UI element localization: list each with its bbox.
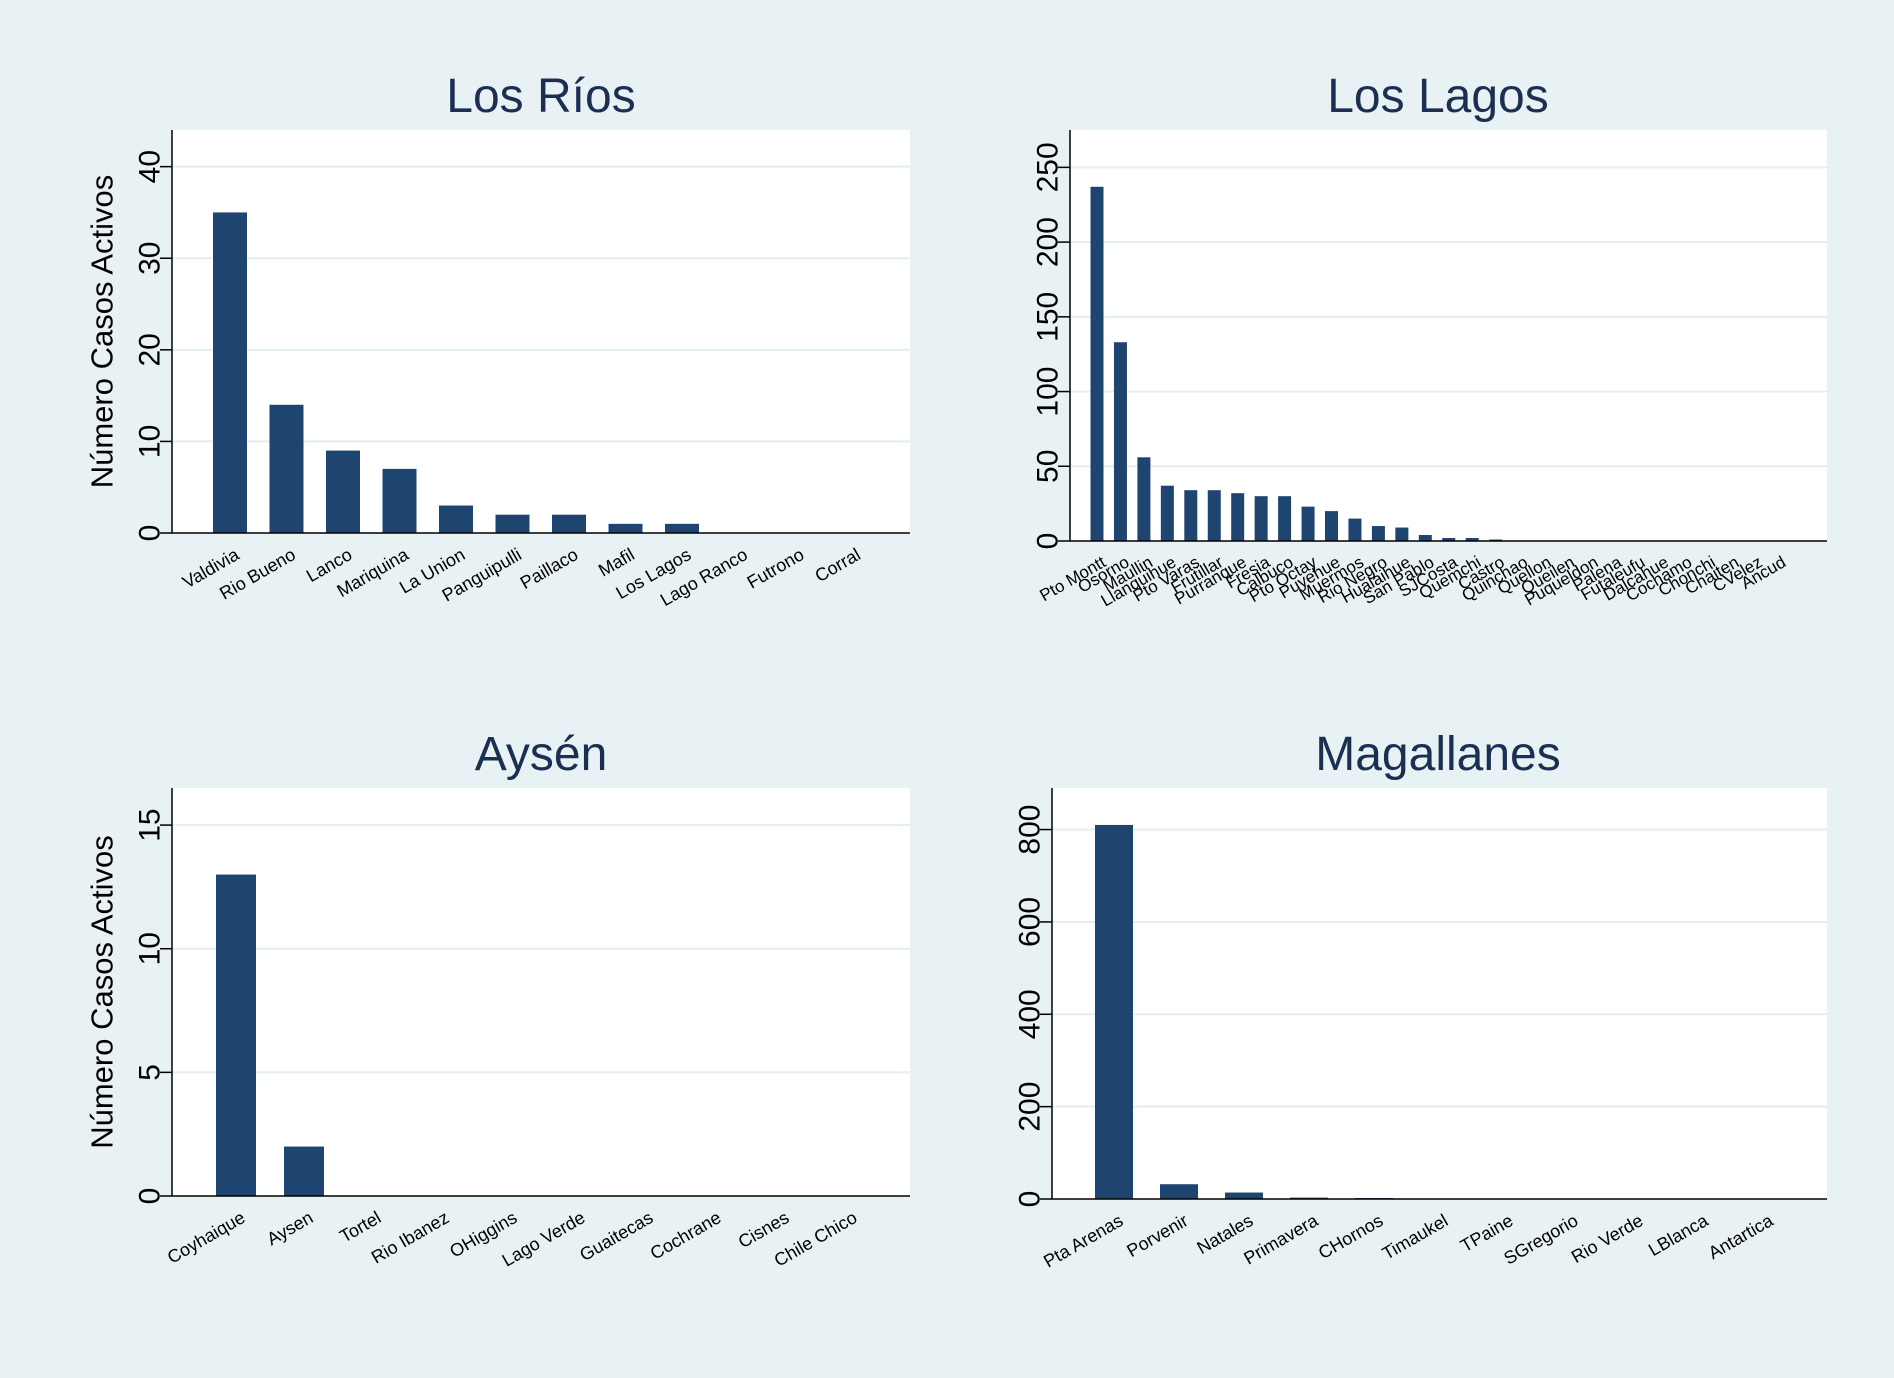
x-tick-label: Timaukel <box>1379 1210 1452 1264</box>
y-tick-label: 150 <box>1032 292 1065 342</box>
bar-rio-negro <box>1371 526 1385 541</box>
y-tick-label: 250 <box>1032 142 1065 192</box>
bar-los-lagos <box>665 523 699 533</box>
y-tick-label: 50 <box>1032 450 1065 483</box>
bar-mafil <box>608 523 643 533</box>
panel-title: Los Ríos <box>446 70 635 123</box>
bar-pto-varas <box>1184 490 1198 541</box>
bar-natales <box>1225 1192 1263 1199</box>
y-tick-label: 0 <box>1032 533 1065 550</box>
x-tick-label: Antartica <box>1705 1210 1777 1263</box>
bar-aysen <box>284 1146 324 1196</box>
bar-osorno <box>1113 342 1127 541</box>
x-tick-label: Tortel <box>336 1207 384 1246</box>
bar-porvenir <box>1160 1184 1198 1199</box>
y-tick-label: 800 <box>1014 805 1047 855</box>
x-tick-label: SGregorio <box>1500 1210 1581 1268</box>
x-tick-label: CHornos <box>1315 1210 1387 1263</box>
x-tick-label: Pta Arenas <box>1040 1210 1126 1271</box>
bar-la-union <box>439 505 473 533</box>
x-tick-label: Porvenir <box>1123 1210 1191 1261</box>
bar-pto-montt <box>1090 186 1104 541</box>
bar-frutillar <box>1207 490 1221 541</box>
x-tick-label: Rio Ibanez <box>368 1207 453 1267</box>
bar-puyehue <box>1325 511 1338 541</box>
y-axis-label: Número Casos Activos <box>85 175 120 489</box>
bar-quemchi <box>1465 538 1479 541</box>
y-axis-label: Número Casos Activos <box>85 835 120 1149</box>
y-tick-label: 0 <box>134 1188 167 1205</box>
x-tick-label: Paillaco <box>517 544 582 593</box>
bar-panguipulli <box>495 514 530 533</box>
panel-title: Los Lagos <box>1327 70 1549 123</box>
bar-muermos <box>1348 518 1362 541</box>
bar-purranque <box>1231 493 1245 541</box>
bar-mariquina <box>382 468 417 533</box>
y-tick-label: 15 <box>134 808 167 841</box>
y-tick-label: 200 <box>1014 1082 1047 1132</box>
y-tick-label: 10 <box>134 932 167 965</box>
y-tick-label: 400 <box>1014 989 1047 1039</box>
y-tick-label: 5 <box>134 1064 167 1081</box>
panel-title: Magallanes <box>1315 728 1560 781</box>
x-tick-label: Cochrane <box>647 1207 725 1263</box>
y-tick-label: 40 <box>134 150 167 183</box>
y-tick-label: 0 <box>134 525 167 542</box>
x-tick-label: Aysen <box>263 1207 316 1249</box>
bar-rio-bueno <box>269 404 304 533</box>
bar-fresia <box>1254 496 1268 541</box>
bar-sjcosta <box>1442 538 1456 541</box>
panel-title: Aysén <box>475 728 608 781</box>
y-tick-label: 10 <box>134 425 167 458</box>
bar-lanco <box>326 450 360 533</box>
bar-valdivia <box>213 212 247 533</box>
x-tick-label: LBlanca <box>1645 1210 1712 1260</box>
plot-area <box>1070 130 1827 541</box>
bar-calbuco <box>1278 496 1292 541</box>
bar-pta-arenas <box>1095 824 1133 1199</box>
x-tick-label: Rio Verde <box>1568 1210 1646 1267</box>
x-tick-label: Futrono <box>744 544 808 592</box>
y-tick-label: 100 <box>1032 367 1065 417</box>
x-tick-label: Corral <box>811 544 863 586</box>
x-tick-label: Guaitecas <box>576 1207 656 1265</box>
plot-area <box>1052 788 1827 1199</box>
plot-area <box>172 788 910 1196</box>
bar-pto-octay <box>1301 506 1315 541</box>
bar-coyhaique <box>216 874 256 1196</box>
bar-llanquihue <box>1160 485 1174 541</box>
bar-maullin <box>1137 457 1151 541</box>
x-tick-label: Coyhaique <box>164 1207 249 1267</box>
y-tick-label: 600 <box>1014 897 1047 947</box>
y-tick-label: 30 <box>134 242 167 275</box>
bar-hualaihue <box>1395 527 1409 541</box>
bar-san-pablo <box>1418 535 1432 541</box>
y-tick-label: 20 <box>134 333 167 366</box>
bar-paillaco <box>552 514 586 533</box>
x-tick-label: Primavera <box>1240 1210 1322 1269</box>
y-tick-label: 0 <box>1014 1191 1047 1208</box>
y-tick-label: 200 <box>1032 217 1065 267</box>
